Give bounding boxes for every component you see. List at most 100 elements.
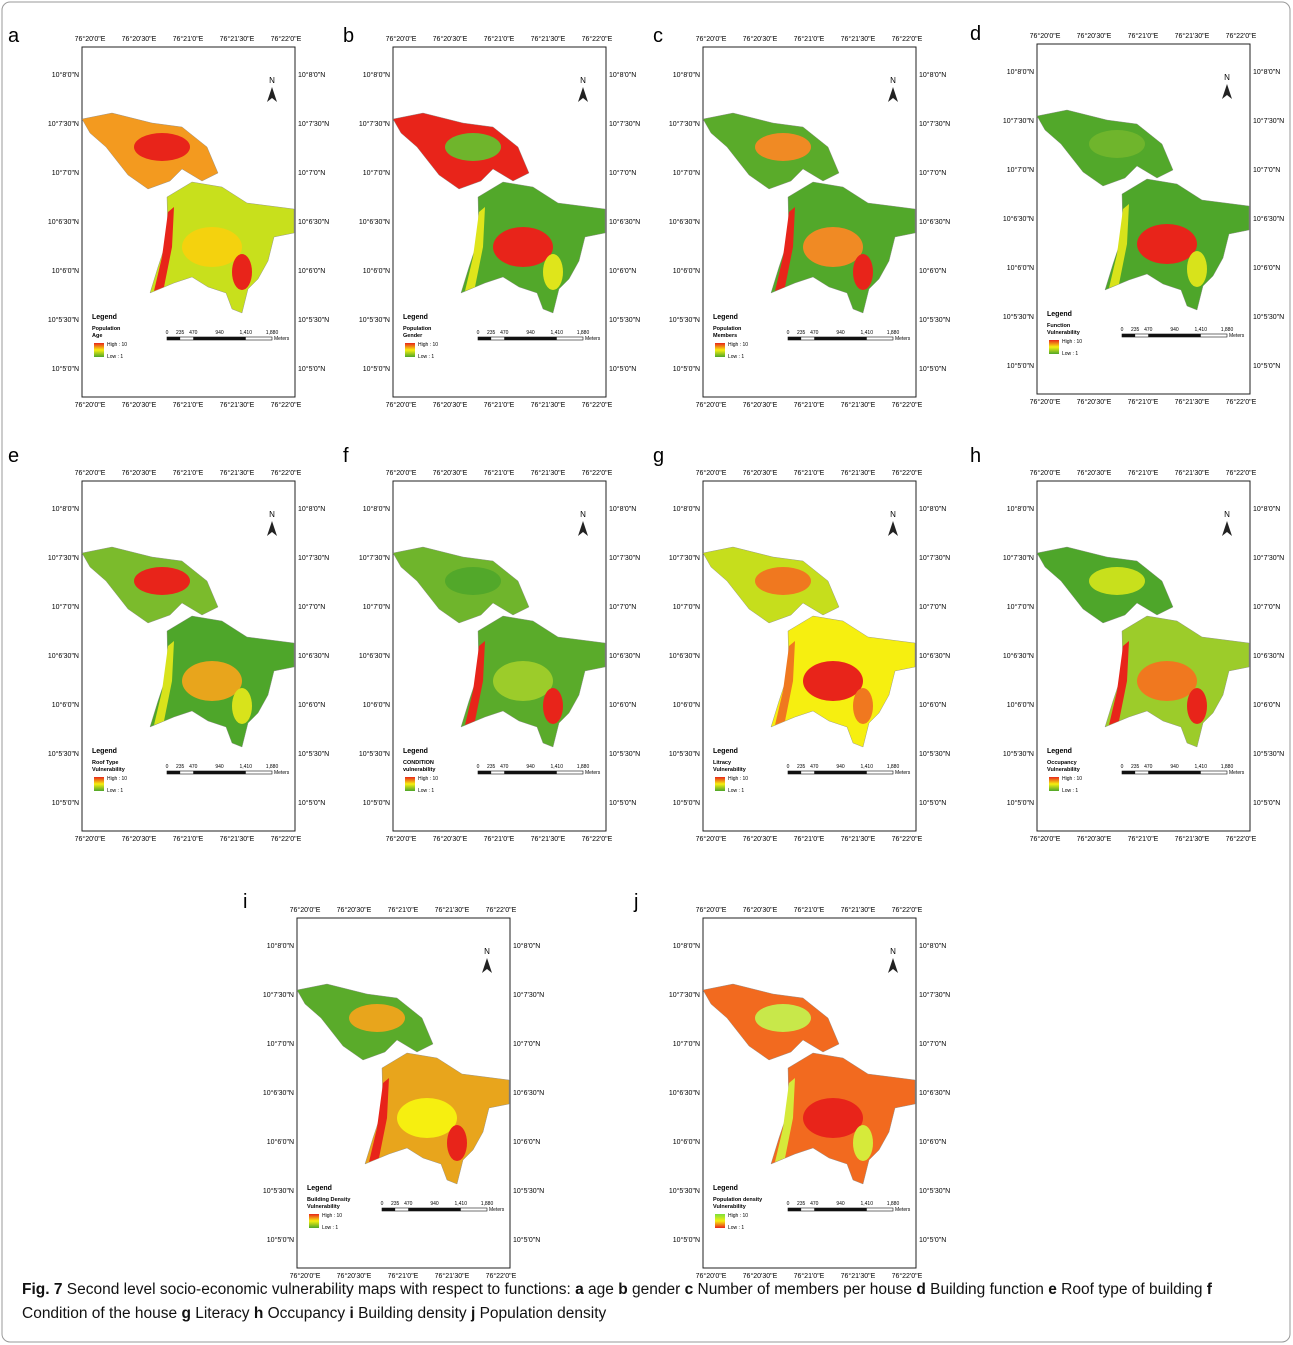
- west-strip: [1109, 641, 1129, 725]
- legend-low: Low : 1: [418, 354, 434, 360]
- west-strip: [775, 207, 795, 291]
- legend-title: Vulnerability: [713, 1204, 747, 1210]
- lat-tick-label: 10°6'30"N: [609, 652, 640, 660]
- scale-label: 1,880: [266, 330, 279, 336]
- scale-bar-fill: [840, 337, 867, 340]
- scale-label: 235: [176, 330, 185, 336]
- lon-tick-label: 76°21'30"E: [841, 1272, 876, 1280]
- scale-bar-fill: [382, 1208, 396, 1211]
- lon-tick-label: 76°20'30"E: [122, 469, 157, 477]
- legend-high: High : 10: [1062, 776, 1082, 782]
- lat-tick-label: 10°7'0"N: [609, 603, 636, 611]
- legend-title: Roof Type: [92, 760, 118, 766]
- lat-tick-label: 10°6'30"N: [298, 218, 329, 226]
- caption-text: Building density: [358, 1305, 467, 1322]
- south-patch: [1137, 661, 1197, 701]
- lon-tick-label: 76°22'0"E: [582, 35, 613, 43]
- scale-label: 1,410: [454, 1201, 467, 1207]
- lat-tick-label: 10°7'30"N: [919, 991, 950, 999]
- scale-bar-fill: [814, 771, 841, 774]
- caption-text: Population density: [479, 1305, 607, 1322]
- lon-tick-label: 76°20'30"E: [1077, 32, 1112, 40]
- lat-tick-label: 10°5'0"N: [298, 799, 325, 807]
- lon-tick-label: 76°22'0"E: [892, 906, 923, 914]
- scale-label: 1,410: [860, 764, 873, 770]
- lon-tick-label: 76°22'0"E: [582, 835, 613, 843]
- north-label: N: [269, 76, 275, 85]
- lat-tick-label: 10°7'30"N: [298, 120, 329, 128]
- south-patch: [447, 1125, 467, 1161]
- lat-tick-label: 10°7'0"N: [919, 603, 946, 611]
- lat-tick-label: 10°8'0"N: [1007, 505, 1034, 513]
- south-patch: [803, 227, 863, 267]
- scale-label: 940: [836, 764, 845, 770]
- lat-tick-label: 10°7'0"N: [298, 169, 325, 177]
- scale-label: 1,410: [1194, 327, 1207, 333]
- lat-tick-label: 10°5'30"N: [609, 750, 640, 758]
- lat-tick-label: 10°5'30"N: [1003, 750, 1034, 758]
- legend-high: High : 10: [418, 776, 438, 782]
- north-patch: [755, 1004, 811, 1032]
- lon-tick-label: 76°20'0"E: [696, 835, 727, 843]
- lon-tick-label: 76°21'0"E: [484, 469, 515, 477]
- lon-tick-label: 76°21'30"E: [435, 906, 470, 914]
- legend-swatch: [1049, 777, 1059, 791]
- lon-tick-label: 76°20'30"E: [743, 906, 778, 914]
- lon-tick-label: 76°21'0"E: [388, 1272, 419, 1280]
- scale-label: 0: [1121, 764, 1124, 770]
- scale-unit: Meters: [895, 1207, 911, 1213]
- lon-tick-label: 76°22'0"E: [892, 35, 923, 43]
- lon-tick-label: 76°20'30"E: [743, 469, 778, 477]
- lon-tick-label: 76°21'0"E: [794, 1272, 825, 1280]
- lat-tick-label: 10°7'30"N: [669, 991, 700, 999]
- legend-swatch: [715, 1214, 725, 1228]
- lat-tick-label: 10°7'30"N: [359, 120, 390, 128]
- south-patch: [803, 661, 863, 701]
- scale-bar-fill: [193, 771, 220, 774]
- lon-tick-label: 76°20'30"E: [337, 906, 372, 914]
- north-arrow: [1222, 84, 1232, 99]
- legend-title: Vulnerability: [92, 767, 126, 773]
- lon-tick-label: 76°20'0"E: [696, 1272, 727, 1280]
- south-patch: [853, 688, 873, 724]
- lat-tick-label: 10°7'30"N: [919, 554, 950, 562]
- scale-unit: Meters: [1229, 333, 1245, 339]
- panel-letter: f: [343, 445, 349, 467]
- lat-tick-label: 10°6'30"N: [1253, 652, 1284, 660]
- lat-tick-label: 10°5'0"N: [52, 365, 79, 373]
- lat-tick-label: 10°5'0"N: [363, 365, 390, 373]
- lon-tick-label: 76°20'30"E: [743, 1272, 778, 1280]
- lat-tick-label: 10°6'0"N: [673, 701, 700, 709]
- lat-tick-label: 10°6'30"N: [48, 218, 79, 226]
- scale-bar-fill: [788, 1208, 802, 1211]
- lon-tick-label: 76°20'0"E: [1030, 835, 1061, 843]
- map-panel: 76°20'0"E 76°20'0"E 76°20'30"E 76°20'30"E 76…: [669, 35, 950, 409]
- scale-label: 235: [176, 764, 185, 770]
- lat-tick-label: 10°7'0"N: [363, 603, 390, 611]
- lon-tick-label: 76°21'0"E: [794, 35, 825, 43]
- lat-tick-label: 10°7'0"N: [673, 1040, 700, 1048]
- lat-tick-label: 10°6'0"N: [673, 267, 700, 275]
- lon-tick-label: 76°20'0"E: [386, 835, 417, 843]
- lon-tick-label: 76°21'30"E: [841, 35, 876, 43]
- lat-tick-label: 10°8'0"N: [919, 942, 946, 950]
- lon-tick-label: 76°21'0"E: [484, 401, 515, 409]
- legend-low: Low : 1: [107, 788, 123, 794]
- lat-tick-label: 10°7'0"N: [267, 1040, 294, 1048]
- scale-bar-fill: [408, 1208, 435, 1211]
- south-patch: [182, 227, 242, 267]
- lat-tick-label: 10°5'30"N: [298, 750, 329, 758]
- north-patch: [134, 133, 190, 161]
- lat-tick-label: 10°6'30"N: [1003, 652, 1034, 660]
- caption-bold: i: [349, 1305, 354, 1322]
- lon-tick-label: 76°22'0"E: [582, 469, 613, 477]
- lon-tick-label: 76°22'0"E: [486, 1272, 517, 1280]
- legend-heading: Legend: [1047, 748, 1072, 755]
- lat-tick-label: 10°8'0"N: [1007, 68, 1034, 76]
- lon-tick-label: 76°22'0"E: [271, 35, 302, 43]
- north-arrow: [267, 87, 277, 102]
- lat-tick-label: 10°6'0"N: [363, 701, 390, 709]
- scale-label: 1,880: [887, 330, 900, 336]
- north-patch: [755, 567, 811, 595]
